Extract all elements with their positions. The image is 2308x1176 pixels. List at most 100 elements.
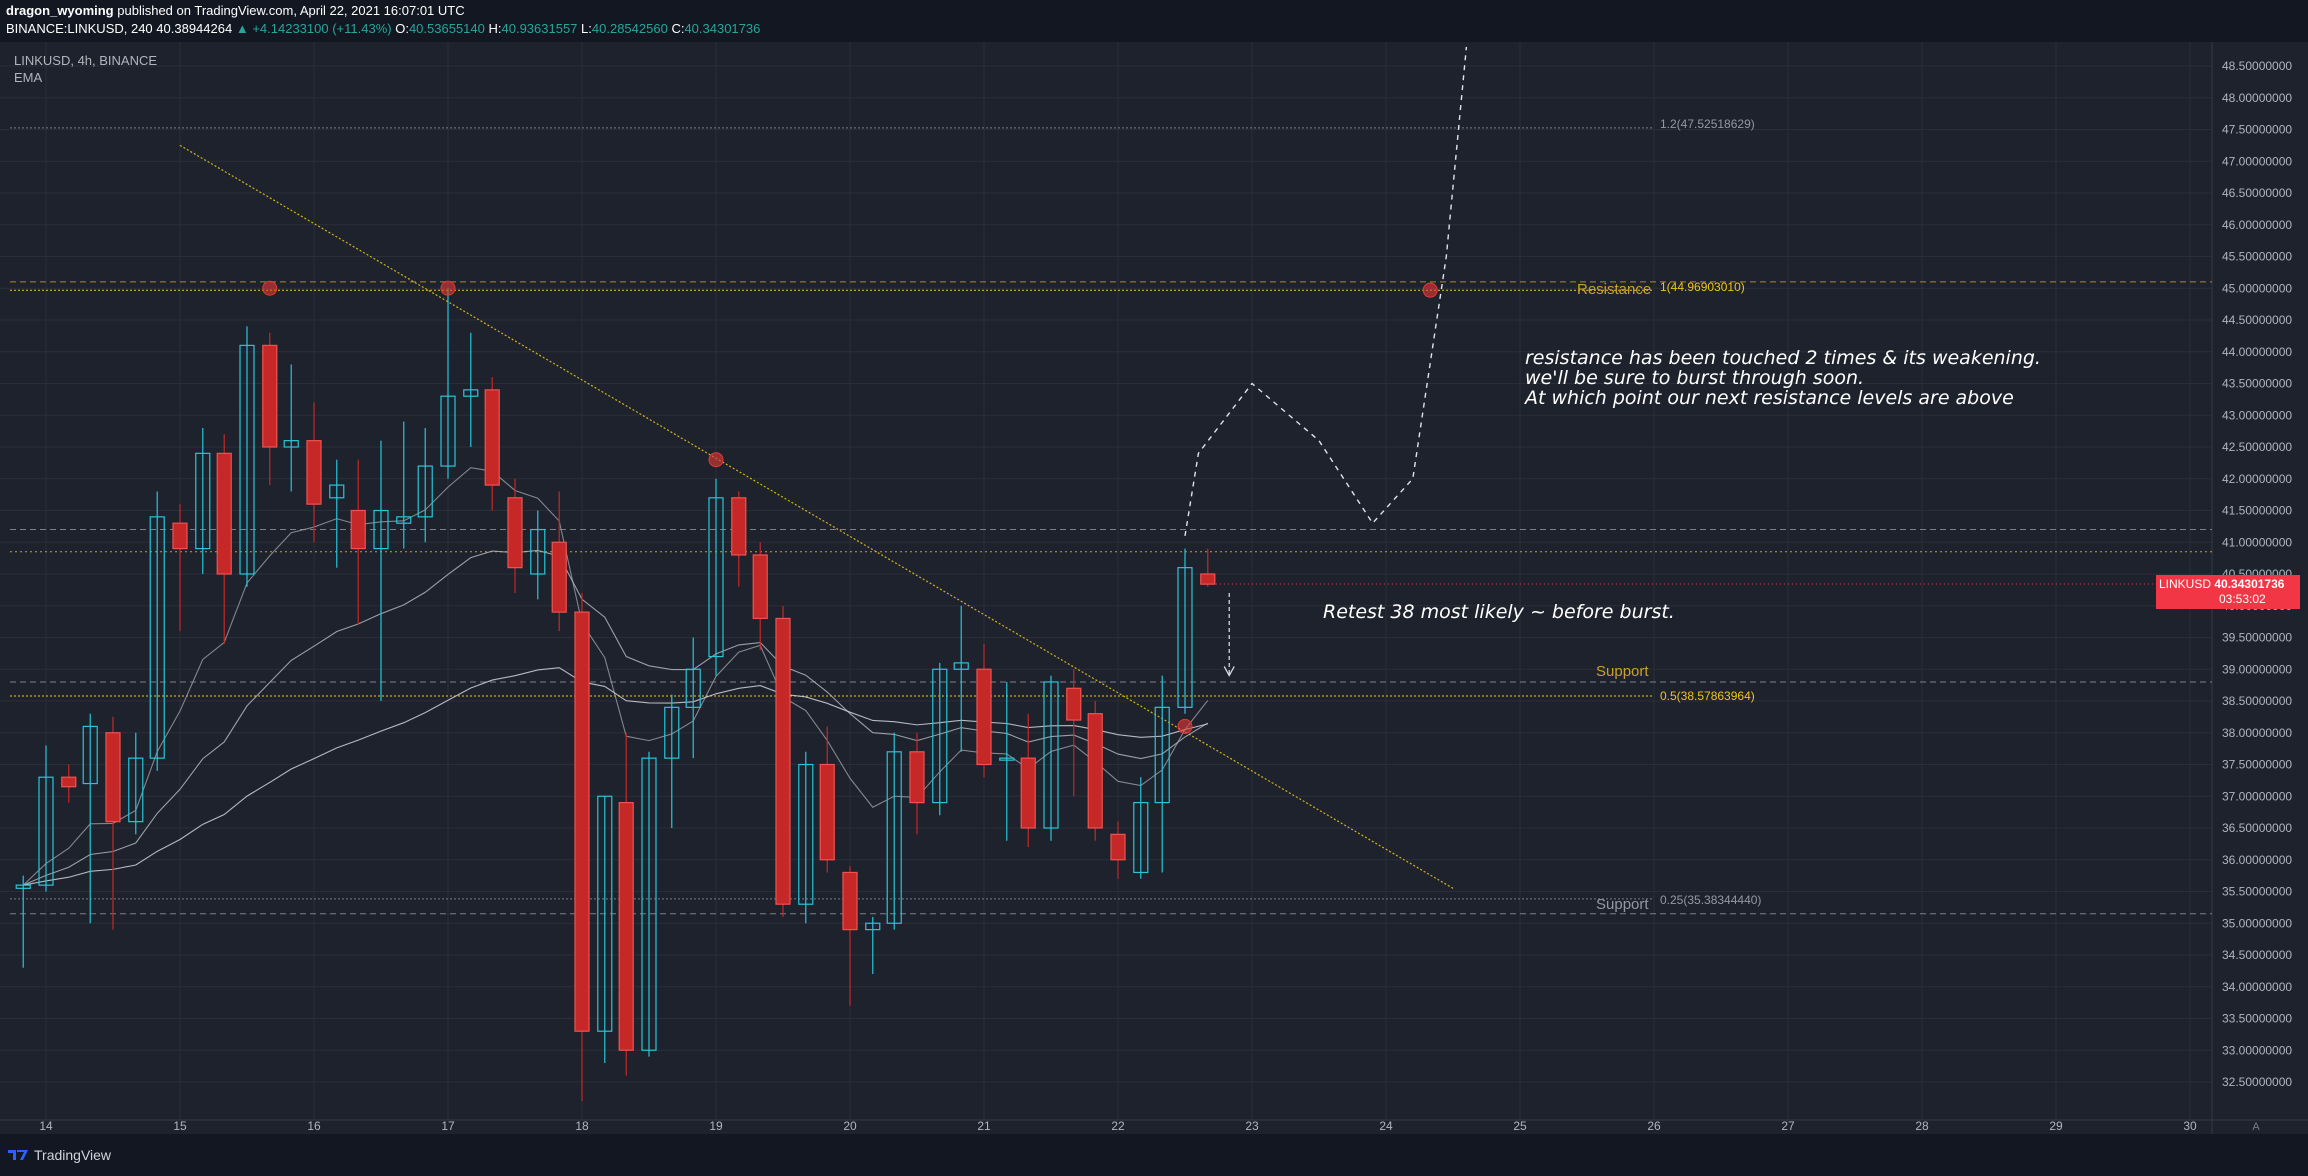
candle-body[interactable] — [216, 452, 232, 575]
price-tick-label: 36.00000000 — [2222, 853, 2292, 867]
candle-body[interactable] — [239, 344, 255, 575]
time-tick-label: 27 — [1781, 1119, 1795, 1133]
candle-body[interactable] — [82, 725, 98, 785]
candle-body[interactable] — [149, 516, 165, 759]
publish-info: published on TradingView.com, April 22, … — [117, 3, 465, 18]
candle-body[interactable] — [819, 763, 835, 861]
candle-body[interactable] — [664, 706, 680, 759]
chart-canvas[interactable]: 32.50000000 33.00000000 33.50000000 34.0000… — [0, 42, 2308, 1134]
candle-body[interactable] — [128, 757, 144, 823]
arrow-head-icon — [1223, 666, 1235, 677]
candle-body[interactable] — [1177, 567, 1193, 708]
candle-body[interactable] — [373, 509, 389, 550]
candle-body[interactable] — [283, 440, 299, 448]
chart-legend: LINKUSD, 4h, BINANCE EMA — [14, 52, 157, 86]
candle-body[interactable] — [195, 452, 211, 550]
price-tick-label: 41.00000000 — [2222, 535, 2292, 549]
publish-line: dragon_wyoming published on TradingView.… — [6, 3, 465, 18]
candle-body[interactable] — [932, 668, 948, 804]
candle-body[interactable] — [463, 389, 479, 397]
footer-bar: TradingView — [0, 1134, 2308, 1176]
touch-marker[interactable] — [708, 452, 724, 468]
candle-body[interactable] — [1133, 801, 1149, 874]
support-label-lower: Support — [1596, 896, 1649, 913]
candle-body[interactable] — [1066, 687, 1082, 721]
tradingview-logo[interactable]: TradingView — [8, 1147, 111, 1163]
time-tick-label: 21 — [977, 1119, 991, 1133]
candle-body[interactable] — [909, 751, 925, 804]
price-tick-label: 43.50000000 — [2222, 377, 2292, 391]
candle-body[interactable] — [685, 668, 701, 708]
price-tick-label: 44.00000000 — [2222, 345, 2292, 359]
touch-marker[interactable] — [1177, 718, 1193, 734]
candle-body[interactable] — [484, 389, 500, 486]
touch-marker[interactable] — [262, 280, 278, 296]
auto-scale-button[interactable]: A — [2252, 1121, 2260, 1133]
candle-body[interactable] — [1043, 681, 1059, 829]
candle-body[interactable] — [1020, 757, 1036, 829]
note-line: resistance has been touched 2 times & it… — [1525, 347, 2041, 369]
candle-body[interactable] — [865, 922, 881, 931]
price-tick-label: 46.50000000 — [2222, 186, 2292, 200]
candle-body[interactable] — [953, 662, 969, 670]
candle-body[interactable] — [842, 871, 858, 931]
candle-body[interactable] — [798, 763, 814, 905]
candle-body[interactable] — [1087, 713, 1103, 829]
candle-body[interactable] — [752, 554, 768, 620]
fib-label-1-2: 1.2(47.52518629) — [1660, 117, 1755, 131]
candle-body[interactable] — [172, 522, 188, 550]
candle-body[interactable] — [105, 732, 121, 823]
price-tick-label: 34.50000000 — [2222, 948, 2292, 962]
touch-marker[interactable] — [1422, 282, 1438, 298]
candle-body[interactable] — [886, 751, 902, 924]
candle-body[interactable] — [731, 497, 747, 556]
price-tick-label: 35.00000000 — [2222, 916, 2292, 930]
touch-marker[interactable] — [440, 280, 456, 296]
candle-body[interactable] — [350, 509, 366, 550]
price-tick-label: 47.00000000 — [2222, 154, 2292, 168]
candle-body[interactable] — [1154, 706, 1170, 804]
price-tick-label: 42.50000000 — [2222, 440, 2292, 454]
price-tick-label: 45.00000000 — [2222, 281, 2292, 295]
candle-body[interactable] — [329, 484, 345, 499]
resistance-label: Resistance — [1577, 281, 1652, 298]
price-tick-label: 35.50000000 — [2222, 885, 2292, 899]
candle-body[interactable] — [38, 776, 54, 886]
legend-symbol[interactable]: LINKUSD, 4h, BINANCE — [14, 53, 158, 68]
candle-body[interactable] — [396, 516, 412, 524]
price-tick-label: 33.00000000 — [2222, 1043, 2292, 1057]
time-tick-label: 18 — [575, 1119, 589, 1133]
price-tick-label: 41.50000000 — [2222, 504, 2292, 518]
price-tick-label: 39.00000000 — [2222, 662, 2292, 676]
candle-body[interactable] — [262, 344, 278, 448]
trend-line[interactable] — [179, 144, 1454, 889]
candle-body[interactable] — [530, 528, 546, 575]
candle-body[interactable] — [597, 795, 613, 1032]
low-label: L: — [581, 21, 592, 36]
candle-body[interactable] — [708, 497, 724, 658]
candle-body[interactable] — [574, 611, 590, 1032]
price-tick-label: 47.50000000 — [2222, 123, 2292, 137]
ema-line — [23, 667, 1208, 886]
candle-body[interactable] — [641, 757, 657, 1051]
candle-body[interactable] — [507, 497, 523, 569]
candle-body[interactable] — [618, 801, 634, 1051]
candle-body[interactable] — [775, 617, 791, 905]
high-label: H: — [488, 21, 502, 36]
author-name[interactable]: dragon_wyoming — [6, 3, 114, 18]
candle-body[interactable] — [999, 757, 1015, 761]
candle-body[interactable] — [1200, 573, 1216, 585]
ema-line — [22, 467, 1209, 886]
candle-body[interactable] — [15, 884, 31, 889]
chart-area[interactable]: 32.50000000 33.00000000 33.50000000 34.0000… — [0, 42, 2308, 1134]
price-tick-label: 48.00000000 — [2222, 91, 2292, 105]
candle-body[interactable] — [440, 395, 456, 467]
candle-body[interactable] — [1110, 833, 1126, 861]
candle-body[interactable] — [551, 541, 567, 613]
candle-body[interactable] — [417, 465, 433, 518]
candle-body[interactable] — [61, 776, 77, 788]
candle-body[interactable] — [976, 668, 992, 766]
candle-body[interactable] — [306, 440, 322, 505]
legend-indicator[interactable]: EMA — [14, 70, 43, 85]
price-tick-label: 32.50000000 — [2222, 1075, 2292, 1089]
